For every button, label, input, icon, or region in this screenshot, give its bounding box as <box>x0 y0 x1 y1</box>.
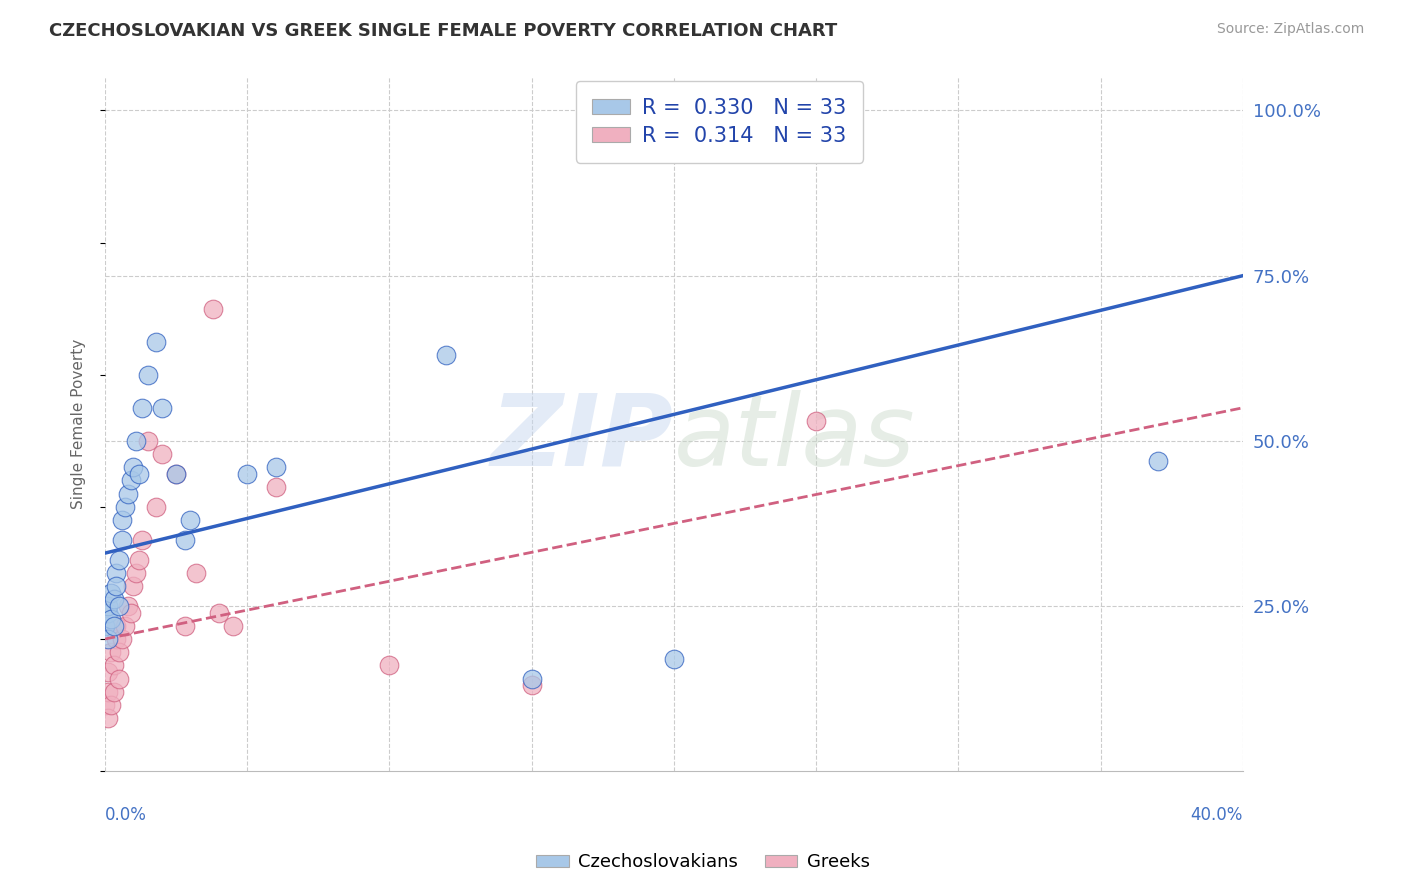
Point <box>105 619 128 633</box>
Legend: R =  0.330   N = 33, R =  0.314   N = 33: R = 0.330 N = 33, R = 0.314 N = 33 <box>575 81 863 162</box>
Text: Source: ZipAtlas.com: Source: ZipAtlas.com <box>1216 22 1364 37</box>
Point <box>108 645 131 659</box>
Point <box>145 334 167 349</box>
Text: ZIP: ZIP <box>491 390 673 487</box>
Point <box>105 566 128 580</box>
Point <box>520 672 543 686</box>
Point <box>128 552 150 566</box>
Point <box>108 672 131 686</box>
Point <box>117 486 139 500</box>
Point <box>100 698 122 712</box>
Point <box>97 711 120 725</box>
Point <box>105 632 128 646</box>
Point <box>122 460 145 475</box>
Point <box>103 658 125 673</box>
Point <box>97 606 120 620</box>
Point <box>184 566 207 580</box>
Point <box>120 474 142 488</box>
Text: 40.0%: 40.0% <box>1191 805 1243 824</box>
Point <box>125 566 148 580</box>
Point <box>120 606 142 620</box>
Point <box>131 401 153 415</box>
Point <box>128 467 150 481</box>
Point <box>97 665 120 679</box>
Point <box>103 619 125 633</box>
Point <box>264 460 287 475</box>
Point <box>108 552 131 566</box>
Text: 0.0%: 0.0% <box>105 805 146 824</box>
Point <box>111 533 134 547</box>
Point <box>105 579 128 593</box>
Point <box>114 619 136 633</box>
Point <box>1146 453 1168 467</box>
Point <box>165 467 187 481</box>
Point <box>520 678 543 692</box>
Point <box>136 368 159 382</box>
Point <box>117 599 139 613</box>
Point <box>111 632 134 646</box>
Point <box>100 612 122 626</box>
Point <box>222 619 245 633</box>
Point <box>94 619 117 633</box>
Point <box>165 467 187 481</box>
Point <box>173 619 195 633</box>
Point <box>264 480 287 494</box>
Point <box>806 414 828 428</box>
Point <box>97 632 120 646</box>
Point <box>97 599 120 613</box>
Y-axis label: Single Female Poverty: Single Female Poverty <box>72 339 86 509</box>
Point <box>111 513 134 527</box>
Text: CZECHOSLOVAKIAN VS GREEK SINGLE FEMALE POVERTY CORRELATION CHART: CZECHOSLOVAKIAN VS GREEK SINGLE FEMALE P… <box>49 22 838 40</box>
Point <box>94 698 117 712</box>
Point <box>150 447 173 461</box>
Point <box>97 685 120 699</box>
Point <box>125 434 148 448</box>
Point <box>100 645 122 659</box>
Point <box>103 592 125 607</box>
Point <box>236 467 259 481</box>
Point <box>100 586 122 600</box>
Point <box>208 606 231 620</box>
Point <box>179 513 201 527</box>
Text: atlas: atlas <box>673 390 915 487</box>
Point <box>103 685 125 699</box>
Point <box>202 301 225 316</box>
Point <box>122 579 145 593</box>
Point <box>108 599 131 613</box>
Point <box>114 500 136 514</box>
Point <box>173 533 195 547</box>
Point <box>434 348 457 362</box>
Point <box>378 658 401 673</box>
Point <box>131 533 153 547</box>
Point <box>150 401 173 415</box>
Point <box>662 652 685 666</box>
Point <box>145 500 167 514</box>
Point <box>136 434 159 448</box>
Legend: Czechoslovakians, Greeks: Czechoslovakians, Greeks <box>529 847 877 879</box>
